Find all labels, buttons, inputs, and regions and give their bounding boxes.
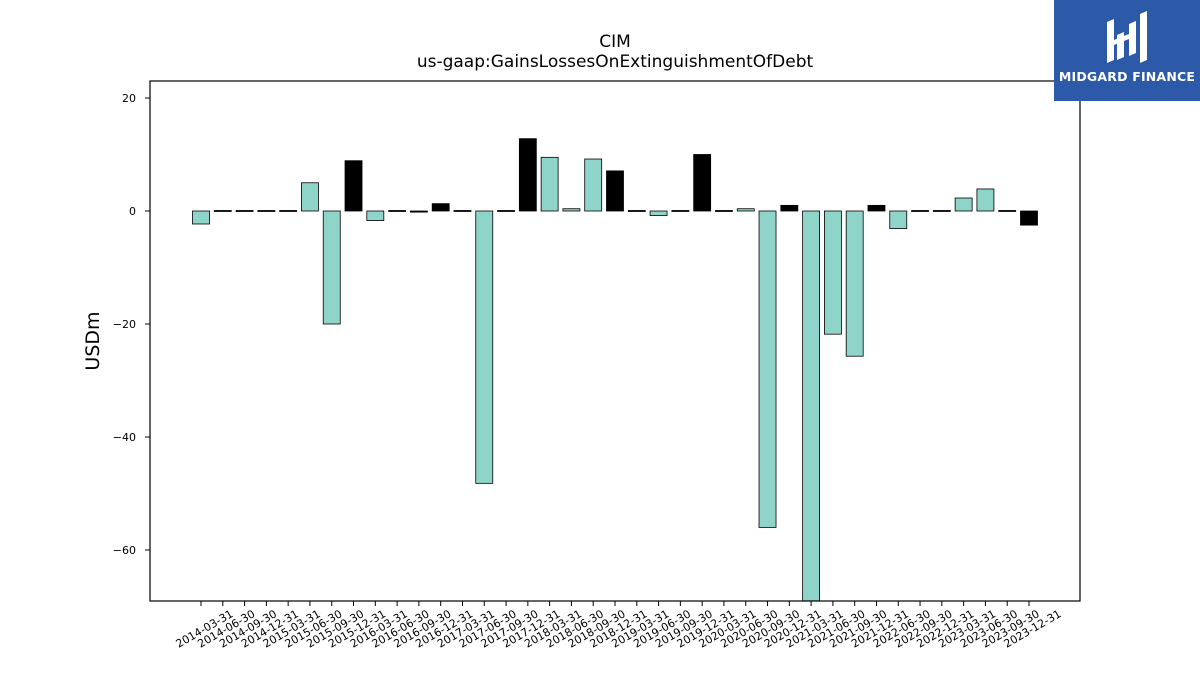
bar-2014-12-31 <box>257 210 276 212</box>
bar-2014-09-30 <box>235 210 254 212</box>
y-tick-label: −60 <box>113 544 136 557</box>
bar-2021-06-30 <box>823 210 842 335</box>
bar-2022-09-30 <box>911 210 929 212</box>
bar-2019-06-30 <box>649 210 668 216</box>
bar-2015-09-30 <box>322 210 341 325</box>
bar-2016-03-31 <box>366 210 385 222</box>
chart-subtitle: us-gaap:GainsLossesOnExtinguishmentOfDeb… <box>416 52 814 72</box>
bar-2019-09-30 <box>671 210 690 212</box>
y-tick-label: −40 <box>113 431 136 444</box>
bar-2020-06-30 <box>736 208 755 212</box>
bar-2023-03-31 <box>954 197 973 212</box>
bar-2021-09-30 <box>845 210 864 357</box>
company-name: MIDGARD FINANCE <box>1058 69 1196 84</box>
bar-2016-12-31 <box>431 203 450 212</box>
bar-2018-06-30 <box>562 208 581 212</box>
bar-2018-03-31 <box>540 156 559 212</box>
bar-2021-03-31 <box>802 210 821 602</box>
bar-2015-03-31 <box>279 210 298 212</box>
bar-2022-12-31 <box>932 210 951 212</box>
bar-2023-06-30 <box>976 188 995 212</box>
bar-2015-06-30 <box>301 182 319 212</box>
bar-2020-09-30 <box>758 210 777 528</box>
bar-2017-06-30 <box>475 210 494 484</box>
y-axis-label: USDm <box>82 311 104 370</box>
bar-2019-03-31 <box>627 210 646 212</box>
bar-2016-09-30 <box>409 210 428 213</box>
bar-2023-12-31 <box>1020 210 1038 226</box>
bar-2017-09-30 <box>497 210 515 212</box>
bar-2018-12-31 <box>606 170 624 212</box>
bar-2017-12-31 <box>518 138 537 212</box>
plot-frame <box>149 80 1081 602</box>
bar-2021-12-31 <box>867 204 886 212</box>
chart-title: CIM <box>599 32 631 52</box>
bar-2020-03-31 <box>715 210 733 212</box>
bar-2020-12-31 <box>780 204 799 212</box>
bar-2016-06-30 <box>388 210 407 212</box>
company-logo: MIDGARD FINANCE <box>1054 0 1200 101</box>
bar-2014-03-31 <box>192 210 210 225</box>
bar-2019-12-31 <box>693 154 712 212</box>
bar-2023-09-30 <box>998 210 1017 212</box>
bar-2015-12-31 <box>344 160 363 212</box>
y-tick-label: −20 <box>113 318 136 331</box>
bar-2017-03-31 <box>453 210 472 212</box>
bar-2018-09-30 <box>584 158 603 212</box>
y-tick-label: 0 <box>129 205 136 218</box>
midgard-logo-icon <box>1107 11 1147 63</box>
bar-2022-06-30 <box>889 210 908 229</box>
y-tick-label: 20 <box>122 92 136 105</box>
bar-2014-06-30 <box>213 210 232 212</box>
